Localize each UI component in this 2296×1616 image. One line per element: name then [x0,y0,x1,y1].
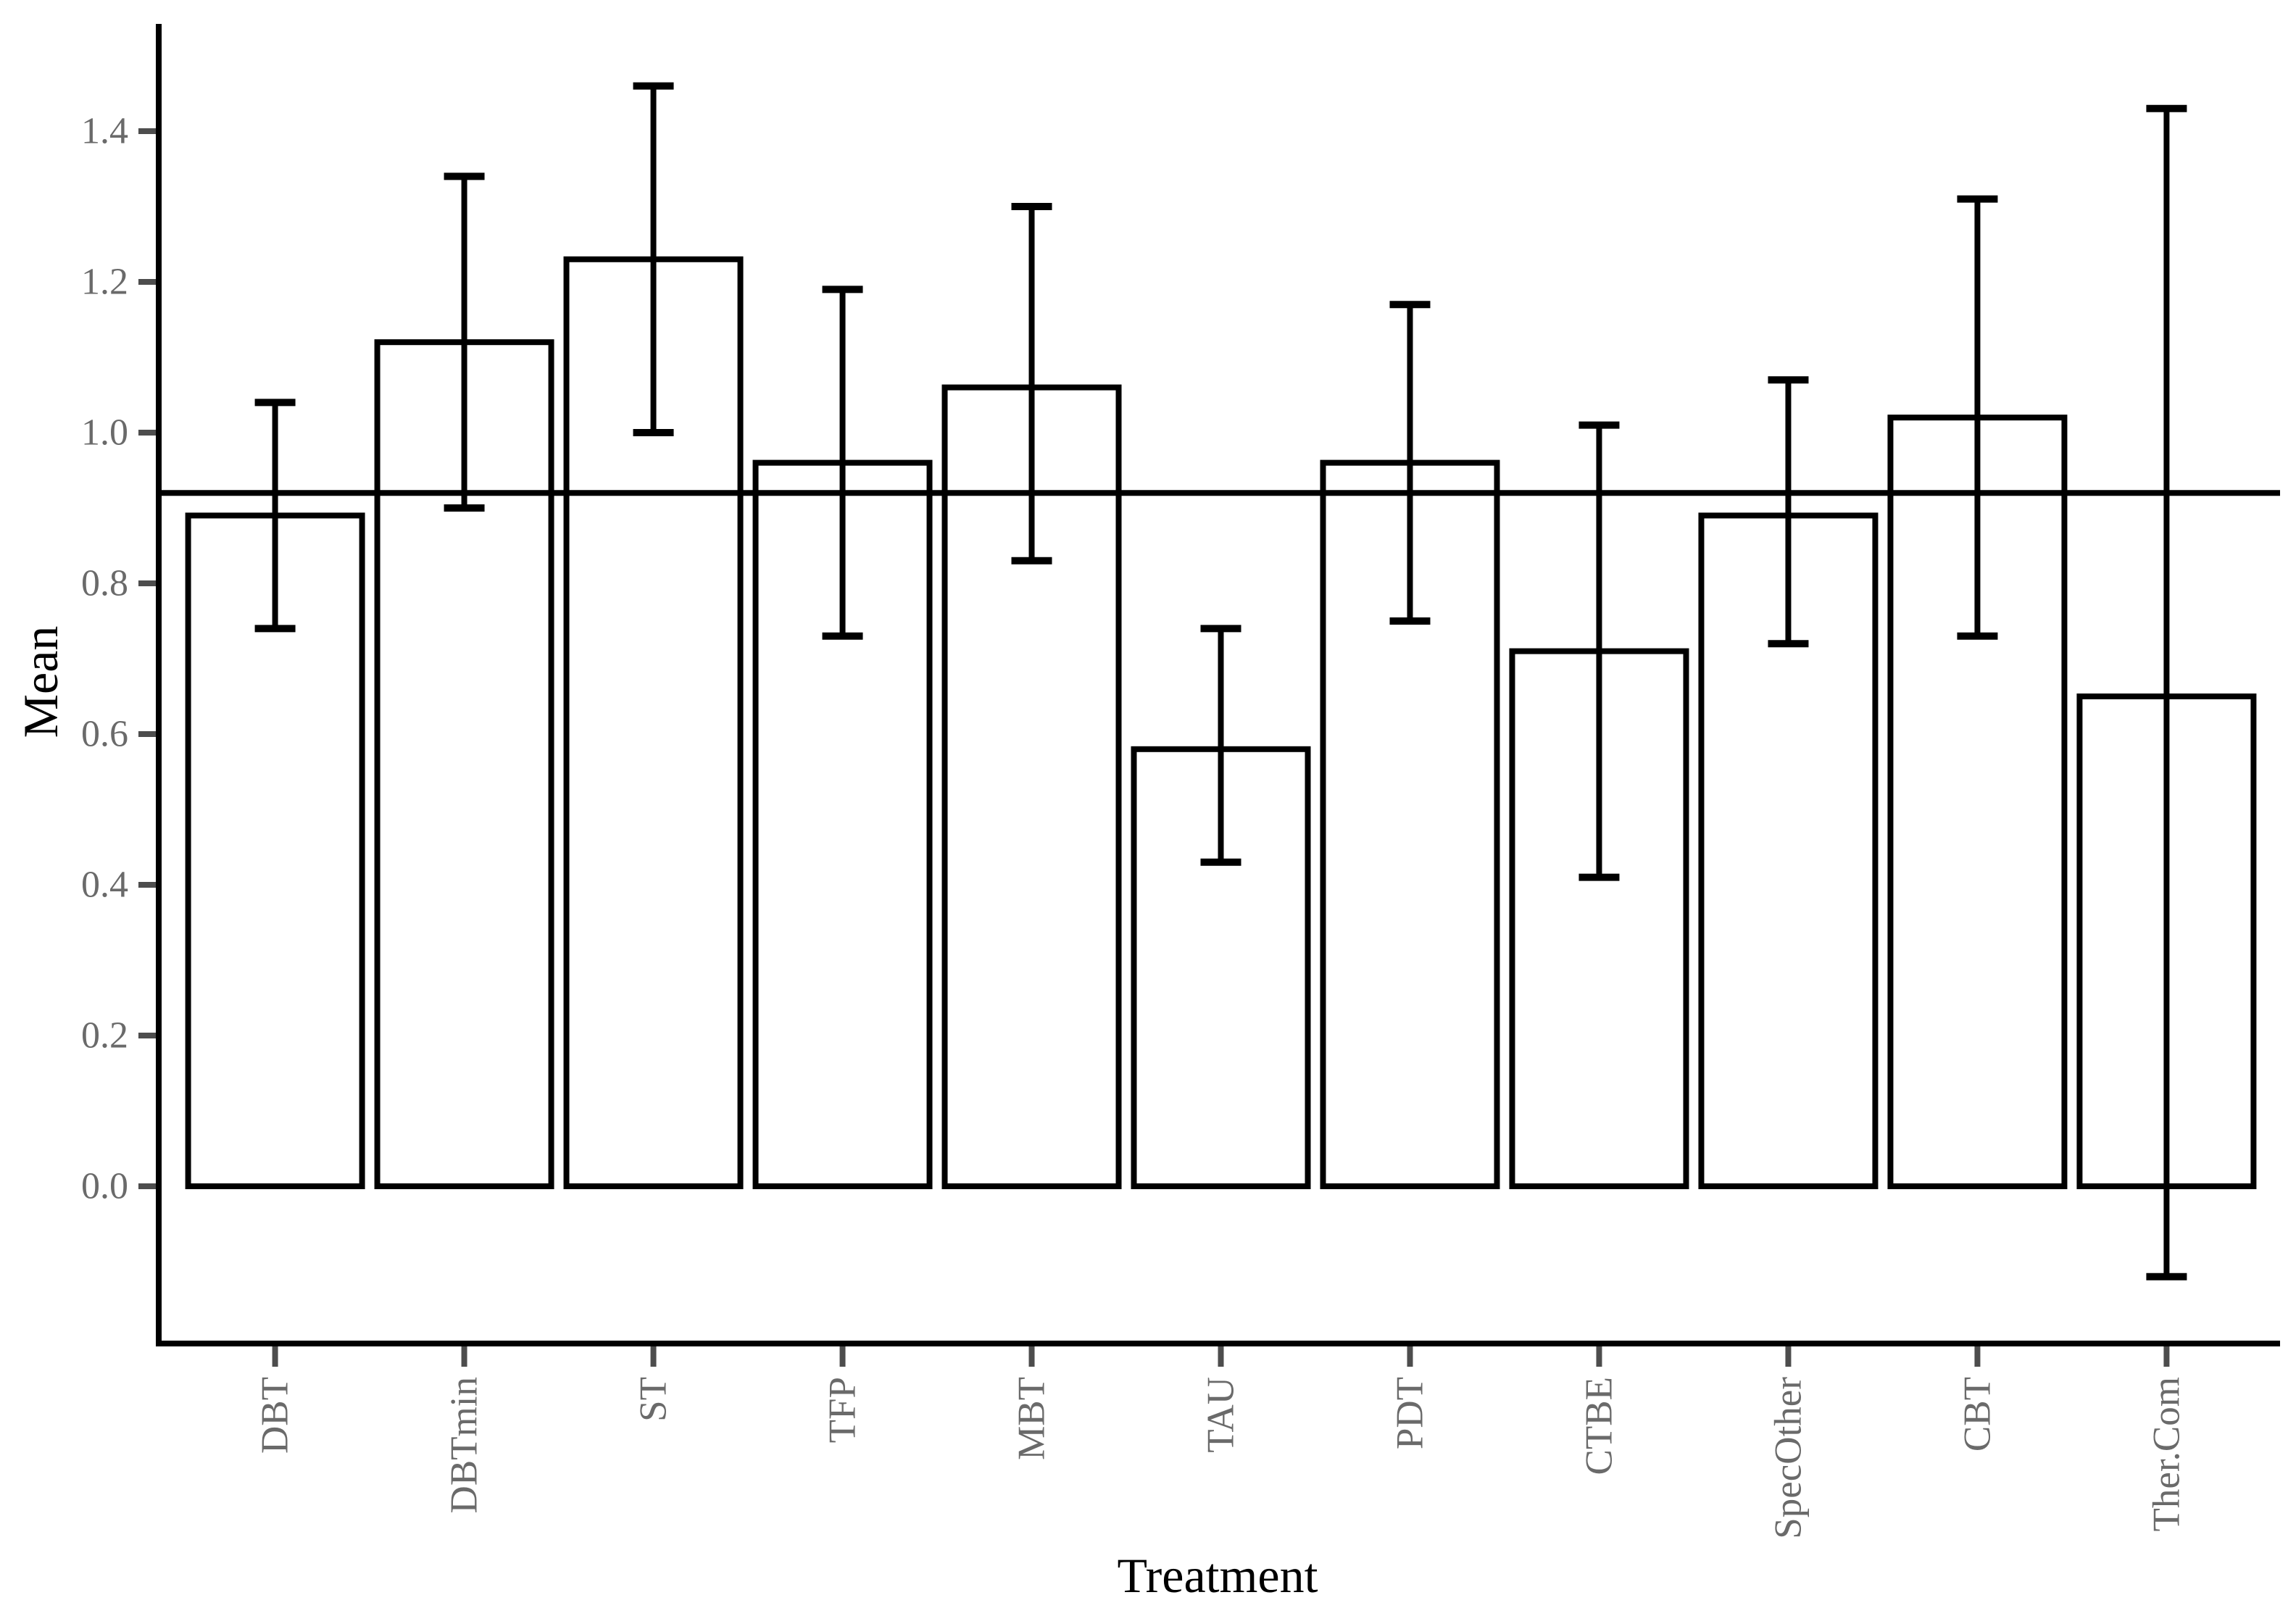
bar-MBT [941,384,1122,1189]
x-tick-label-TAU: TAU [1200,1377,1242,1453]
axes-layer [156,24,2280,1346]
bar-SpecOther [1698,512,1879,1189]
y-tick-label-1.0: 1.0 [81,412,128,454]
y-tick-label-0.0: 0.0 [81,1166,128,1207]
x-tick-label-TFP: TFP [822,1377,864,1443]
x-tick-label-CBT: CBT [1956,1377,1998,1452]
y-tick-label-1.2: 1.2 [81,262,128,303]
x-tick-label-MBT: MBT [1011,1377,1053,1460]
x-tick-label-DBT: DBT [254,1377,296,1454]
x-tick-label-CTBE: CTBE [1578,1377,1620,1475]
error-bars-layer [254,82,2187,1280]
y-tick-label-0.8: 0.8 [81,563,128,604]
x-tick-label-Ther.Com: Ther.Com [2145,1377,2187,1531]
y-axis-title: Mean [13,626,68,738]
ticks-layer [138,128,2170,1367]
y-tick-label-0.4: 0.4 [81,865,128,906]
x-tick-label-ST: ST [633,1377,675,1422]
x-tick-label-DBTmin: DBTmin [444,1377,486,1513]
y-tick-label-0.2: 0.2 [81,1015,128,1057]
y-tick-label-0.6: 0.6 [81,714,128,755]
x-tick-label-SpecOther: SpecOther [1767,1377,1809,1539]
y-tick-label-1.4: 1.4 [81,111,128,152]
bar-TFP [752,459,933,1189]
x-tick-label-PDT: PDT [1389,1377,1431,1449]
tick-labels-layer: 0.0 0.2 0.4 0.6 0.8 1.0 1.2 1.4 DBT DBTmin ST TFP MB… [81,111,2187,1539]
x-axis-title: Treatment [1117,1548,1318,1603]
